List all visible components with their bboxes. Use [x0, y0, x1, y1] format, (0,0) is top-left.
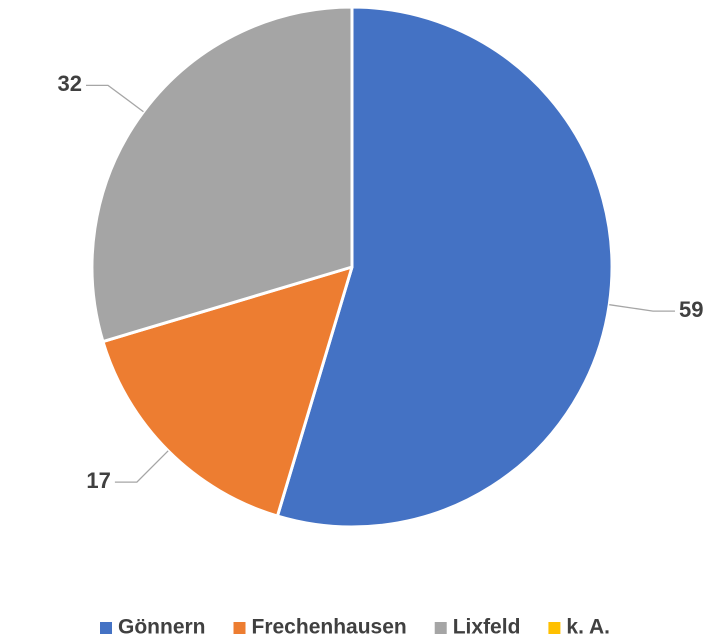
pie-slice [275, 5, 614, 529]
slices [90, 5, 614, 529]
legend-swatch [548, 622, 561, 634]
legend: Gönnern Frechenhausen Lixfeld k. A. [100, 616, 610, 639]
legend-label: Gönnern [118, 616, 206, 639]
data-label: 32 [58, 71, 82, 96]
data-label: 17 [86, 468, 110, 493]
data-labels: 59 17 32 [58, 71, 704, 493]
legend-swatch [100, 622, 113, 634]
pie-slice [101, 265, 354, 518]
leader-line [85, 84, 144, 113]
leader-line [609, 304, 675, 312]
leader-line [114, 450, 169, 483]
legend-swatch [233, 622, 246, 634]
pie-slice [90, 5, 354, 344]
legend-swatch [434, 622, 447, 634]
legend-label: k. A. [566, 616, 610, 639]
legend-label: Lixfeld [453, 616, 521, 639]
legend-label: Frechenhausen [252, 616, 407, 639]
data-label: 59 [679, 297, 703, 322]
